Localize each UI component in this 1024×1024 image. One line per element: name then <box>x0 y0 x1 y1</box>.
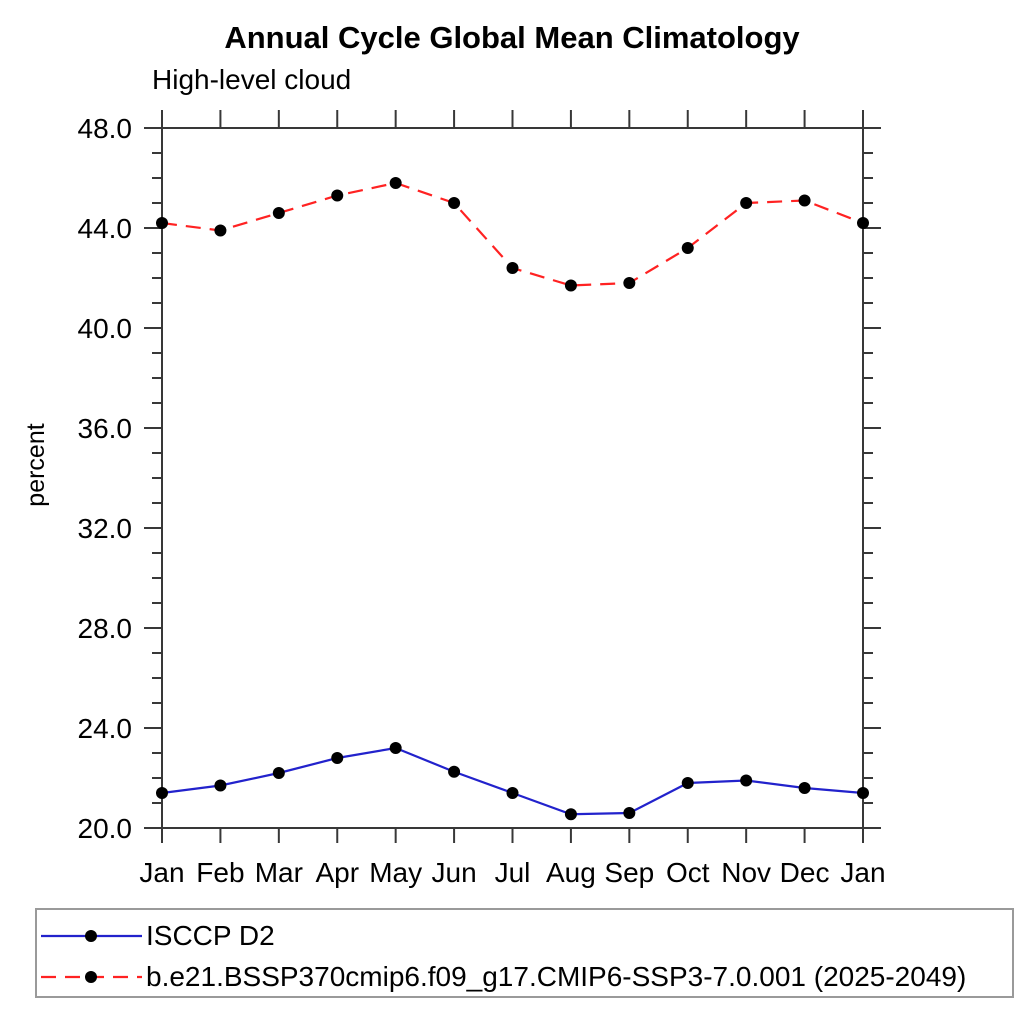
data-point-marker <box>740 197 753 209</box>
data-point-marker <box>506 787 519 799</box>
legend-label-isccp: ISCCP D2 <box>146 920 275 951</box>
data-point-marker <box>448 197 461 209</box>
x-tick-label: May <box>369 857 422 888</box>
y-tick-label: 48.0 <box>78 113 133 144</box>
y-tick-label: 32.0 <box>78 513 133 544</box>
legend-marker-icon <box>85 971 97 983</box>
data-point-marker <box>389 177 402 189</box>
data-point-marker <box>681 777 694 789</box>
y-tick-label: 40.0 <box>78 313 133 344</box>
data-point-marker <box>214 779 227 792</box>
data-point-marker <box>448 765 461 778</box>
data-point-marker <box>623 277 636 289</box>
x-tick-label: Jun <box>432 857 477 888</box>
x-tick-label: Jul <box>495 857 531 888</box>
chart-legend: ISCCP D2 b.e21.BSSP370cmip6.f09_g17.CMIP… <box>35 908 1014 998</box>
data-point-marker <box>857 217 869 229</box>
x-tick-label: Jan <box>139 857 184 888</box>
chart-subtitle: High-level cloud <box>152 64 352 95</box>
y-axis-title: percent <box>22 423 50 506</box>
data-point-marker <box>564 279 577 292</box>
y-tick-label: 44.0 <box>78 213 133 244</box>
data-point-marker <box>681 242 694 254</box>
legend-line-sample-dashed <box>41 971 142 983</box>
data-point-marker <box>798 782 811 794</box>
data-point-marker <box>331 752 344 764</box>
data-point-marker <box>214 224 227 237</box>
data-point-marker <box>331 189 344 202</box>
data-point-marker <box>798 194 811 207</box>
data-point-marker <box>740 774 753 787</box>
chart-title: Annual Cycle Global Mean Climatology <box>224 20 800 55</box>
x-tick-label: Oct <box>666 857 710 888</box>
plot-border <box>161 127 864 829</box>
x-tick-label: Nov <box>721 857 771 888</box>
legend-entry-isccp: ISCCP D2 <box>39 916 275 956</box>
data-point-marker <box>272 207 285 219</box>
y-tick-label: 28.0 <box>78 613 133 644</box>
series-line <box>161 746 864 816</box>
y-tick-label: 36.0 <box>78 413 133 444</box>
data-point-marker <box>156 217 168 229</box>
data-point-marker <box>506 262 519 274</box>
x-tick-label: Sep <box>604 857 654 888</box>
y-tick-label: 20.0 <box>78 813 133 844</box>
data-point-marker <box>857 787 869 799</box>
legend-marker-icon <box>85 930 97 942</box>
x-tick-label: Aug <box>546 857 596 888</box>
legend-entry-model: b.e21.BSSP370cmip6.f09_g17.CMIP6-SSP3-7.… <box>39 957 966 997</box>
x-tick-label: Dec <box>780 857 830 888</box>
data-point-marker <box>272 767 285 779</box>
data-point-marker <box>389 742 402 754</box>
x-tick-label: Apr <box>315 857 359 888</box>
y-tick-label: 24.0 <box>78 713 133 744</box>
data-point-marker <box>564 808 577 821</box>
data-point-marker <box>623 807 636 819</box>
data-point-marker <box>156 787 168 799</box>
x-tick-label: Jan <box>840 857 885 888</box>
legend-line-sample-solid <box>41 930 142 942</box>
x-tick-label: Feb <box>196 857 244 888</box>
x-tick-label: Mar <box>255 857 303 888</box>
legend-label-model: b.e21.BSSP370cmip6.f09_g17.CMIP6-SSP3-7.… <box>146 961 967 992</box>
